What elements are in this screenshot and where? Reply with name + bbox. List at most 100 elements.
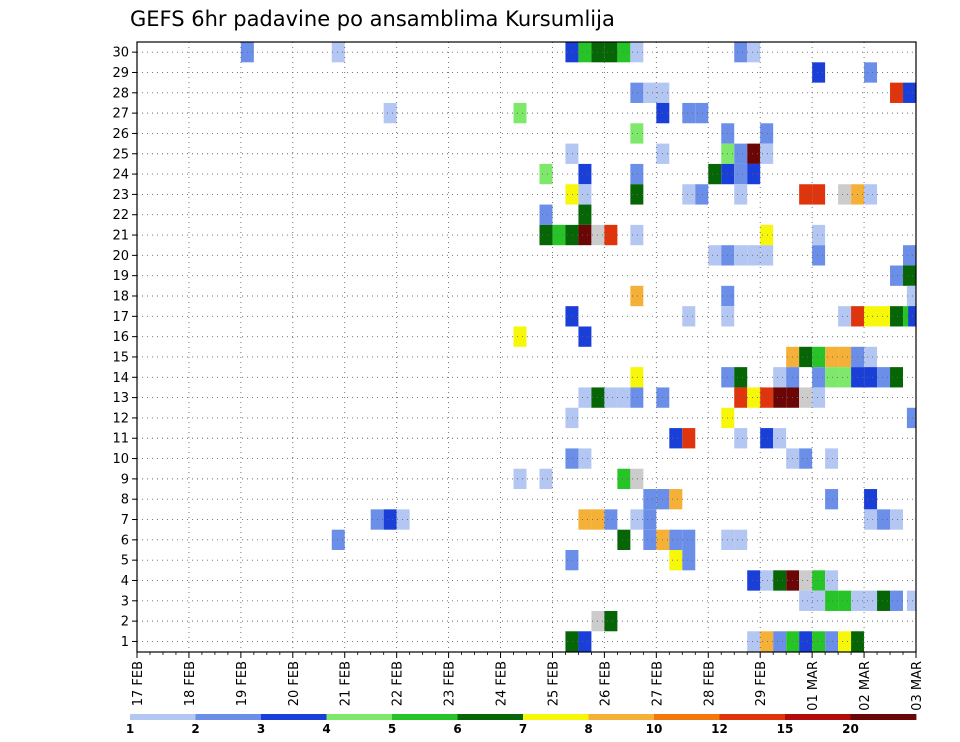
- heatmap-cell: [513, 102, 527, 124]
- heatmap-cell: [906, 590, 916, 611]
- heatmap-cell: [734, 367, 748, 388]
- heatmap-cell: [552, 224, 566, 246]
- heatmap-cell: [604, 387, 618, 408]
- heatmap-cell: [825, 590, 839, 611]
- heatmap-cell: [578, 42, 592, 63]
- y-tick-label: 29: [112, 66, 129, 81]
- heatmap-cell: [864, 306, 878, 327]
- heatmap-cell: [682, 184, 696, 205]
- heatmap-cell: [565, 550, 579, 571]
- heatmap-cell: [906, 407, 916, 429]
- heatmap-cell: [643, 489, 657, 510]
- heatmap-cell: [812, 62, 826, 83]
- heatmap-cell: [877, 306, 891, 327]
- legend-swatch: [785, 714, 851, 720]
- heatmap-cell: [799, 387, 813, 408]
- heatmap-cell: [838, 346, 852, 368]
- heatmap-cell: [578, 631, 592, 652]
- y-tick-label: 9: [121, 472, 129, 487]
- heatmap-cell: [565, 448, 579, 469]
- heatmap-cell: [383, 102, 397, 124]
- legend-swatch: [588, 714, 655, 720]
- heatmap-cell: [578, 163, 592, 185]
- y-tick-label: 24: [112, 168, 129, 183]
- x-axis: 17 FEB 18 FEB 19 FEB 20 FEB 21 FEB 22 FEB 23 F…: [131, 652, 925, 711]
- heatmap-cell: [864, 489, 878, 510]
- heatmap-cell: [825, 448, 839, 469]
- y-tick-label: 16: [112, 330, 129, 345]
- heatmap-cell: [383, 509, 397, 530]
- y-tick-label: 8: [121, 493, 129, 508]
- heatmap-cell: [630, 387, 644, 408]
- heatmap-cell: [565, 631, 579, 652]
- x-tick-label: 23 FEB: [443, 661, 458, 706]
- heatmap-cell: [539, 224, 553, 246]
- heatmap-cell: [565, 143, 579, 164]
- heatmap-cell: [734, 163, 748, 185]
- heatmap-cell: [630, 509, 644, 530]
- y-tick-label: 28: [112, 86, 129, 101]
- heatmap-cell: [682, 428, 696, 449]
- heatmap-cell: [760, 245, 774, 266]
- heatmap-cell: [669, 428, 683, 449]
- heatmap-cell: [890, 367, 904, 388]
- heatmap-cell: [630, 42, 644, 63]
- x-tick-label: 26 FEB: [598, 661, 613, 706]
- heatmap-cell: [630, 82, 644, 103]
- legend-label: 5: [388, 722, 396, 736]
- heatmap-cell: [578, 326, 592, 347]
- heatmap-cell: [825, 367, 839, 388]
- heatmap-cell: [682, 529, 696, 550]
- heatmap-cell: [734, 184, 748, 205]
- legend-swatch: [261, 714, 327, 720]
- heatmap-cell: [799, 590, 813, 611]
- heatmap-cell: [864, 184, 878, 205]
- x-tick-label: 28 FEB: [702, 661, 717, 706]
- heatmap-cell: [773, 428, 787, 449]
- y-tick-label: 20: [112, 249, 129, 264]
- heatmap-cell: [682, 550, 696, 571]
- heatmap-cell: [643, 509, 657, 530]
- heatmap-cell: [669, 529, 683, 550]
- heatmap-cell: [539, 204, 553, 225]
- heatmap-cell: [773, 631, 787, 652]
- heatmap-cell: [578, 224, 592, 246]
- y-tick-label: 25: [112, 147, 129, 162]
- heatmap-cell: [773, 570, 787, 591]
- legend-swatch: [392, 714, 458, 720]
- y-tick-label: 27: [112, 107, 129, 122]
- x-tick-label: 01 MAR: [806, 661, 821, 711]
- heatmap-cell: [604, 42, 618, 63]
- heatmap-cell: [799, 631, 813, 652]
- heatmap-cell: [734, 245, 748, 266]
- heatmap-cell: [604, 610, 618, 632]
- heatmap-cell: [812, 346, 826, 368]
- heatmap-cell: [565, 42, 579, 63]
- heatmap-cell: [838, 367, 852, 388]
- y-tick-label: 2: [121, 615, 129, 630]
- x-tick-label: 21 FEB: [339, 661, 354, 706]
- heatmap-cell: [747, 143, 761, 164]
- heatmap-cell: [825, 570, 839, 591]
- legend-label: 6: [453, 722, 461, 736]
- heatmap-cell: [799, 184, 813, 205]
- heatmap-cell: [578, 448, 592, 469]
- grid-layer: [137, 42, 916, 652]
- heatmap-cell: [630, 163, 644, 185]
- legend-label: 2: [191, 722, 199, 736]
- heatmap-cell: [760, 570, 774, 591]
- heatmap-cell: [890, 509, 904, 530]
- heatmap-cell: [877, 367, 891, 388]
- heatmap-cell: [734, 42, 748, 63]
- heatmap-cell: [747, 42, 761, 63]
- x-tick-label: 20 FEB: [287, 661, 302, 706]
- x-tick-label: 27 FEB: [650, 661, 665, 706]
- heatmap-cell: [513, 326, 527, 347]
- heatmap-cell: [838, 590, 852, 611]
- y-tick-label: 22: [112, 208, 129, 223]
- heatmap-cell: [643, 82, 657, 103]
- y-tick-label: 26: [112, 127, 129, 142]
- y-tick-label: 3: [121, 594, 129, 609]
- legend-label: 8: [584, 722, 592, 736]
- heatmap-cell: [747, 163, 761, 185]
